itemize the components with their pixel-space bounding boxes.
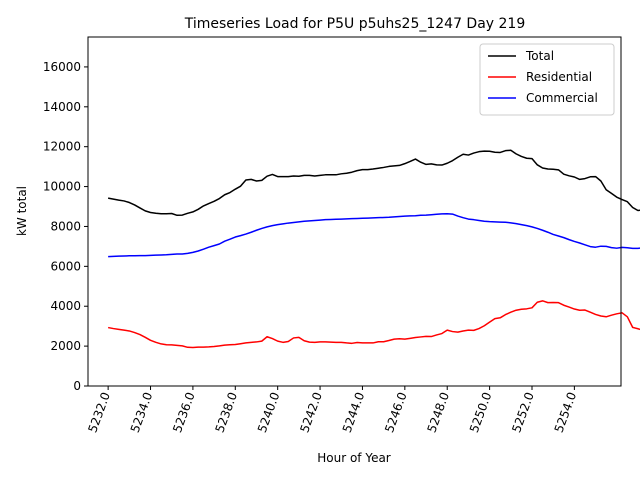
plot-frame (87, 36, 622, 387)
x-axis-label: Hour of Year (317, 451, 391, 465)
y-tick-label: 4000 (50, 299, 81, 313)
legend-label-commercial: Commercial (526, 91, 598, 105)
y-tick-label: 12000 (43, 140, 81, 154)
y-tick-label: 16000 (43, 60, 81, 74)
series-line-residential (107, 300, 640, 349)
series-line-commercial (108, 212, 640, 258)
y-tick-label: 14000 (43, 100, 81, 114)
y-axis: 0 2000 4000 6000 8000 10000 12000 14000 16000 (43, 60, 88, 393)
legend-label-total: Total (525, 49, 554, 63)
legend-label-residential: Residential (526, 70, 592, 84)
y-tick-label: 6000 (50, 259, 81, 273)
y-tick-label: 2000 (50, 339, 81, 353)
y-tick-label: 10000 (43, 180, 81, 194)
series-line-total (107, 149, 640, 217)
chart-title: Timeseries Load for P5U p5uhs25_1247 Day… (184, 16, 526, 32)
y-axis-label: kW total (15, 186, 29, 236)
series-lines (107, 149, 640, 349)
y-tick-label: 0 (73, 379, 81, 393)
y-tick-label: 8000 (50, 219, 81, 233)
legend: Total Residential Commercial (479, 43, 615, 116)
